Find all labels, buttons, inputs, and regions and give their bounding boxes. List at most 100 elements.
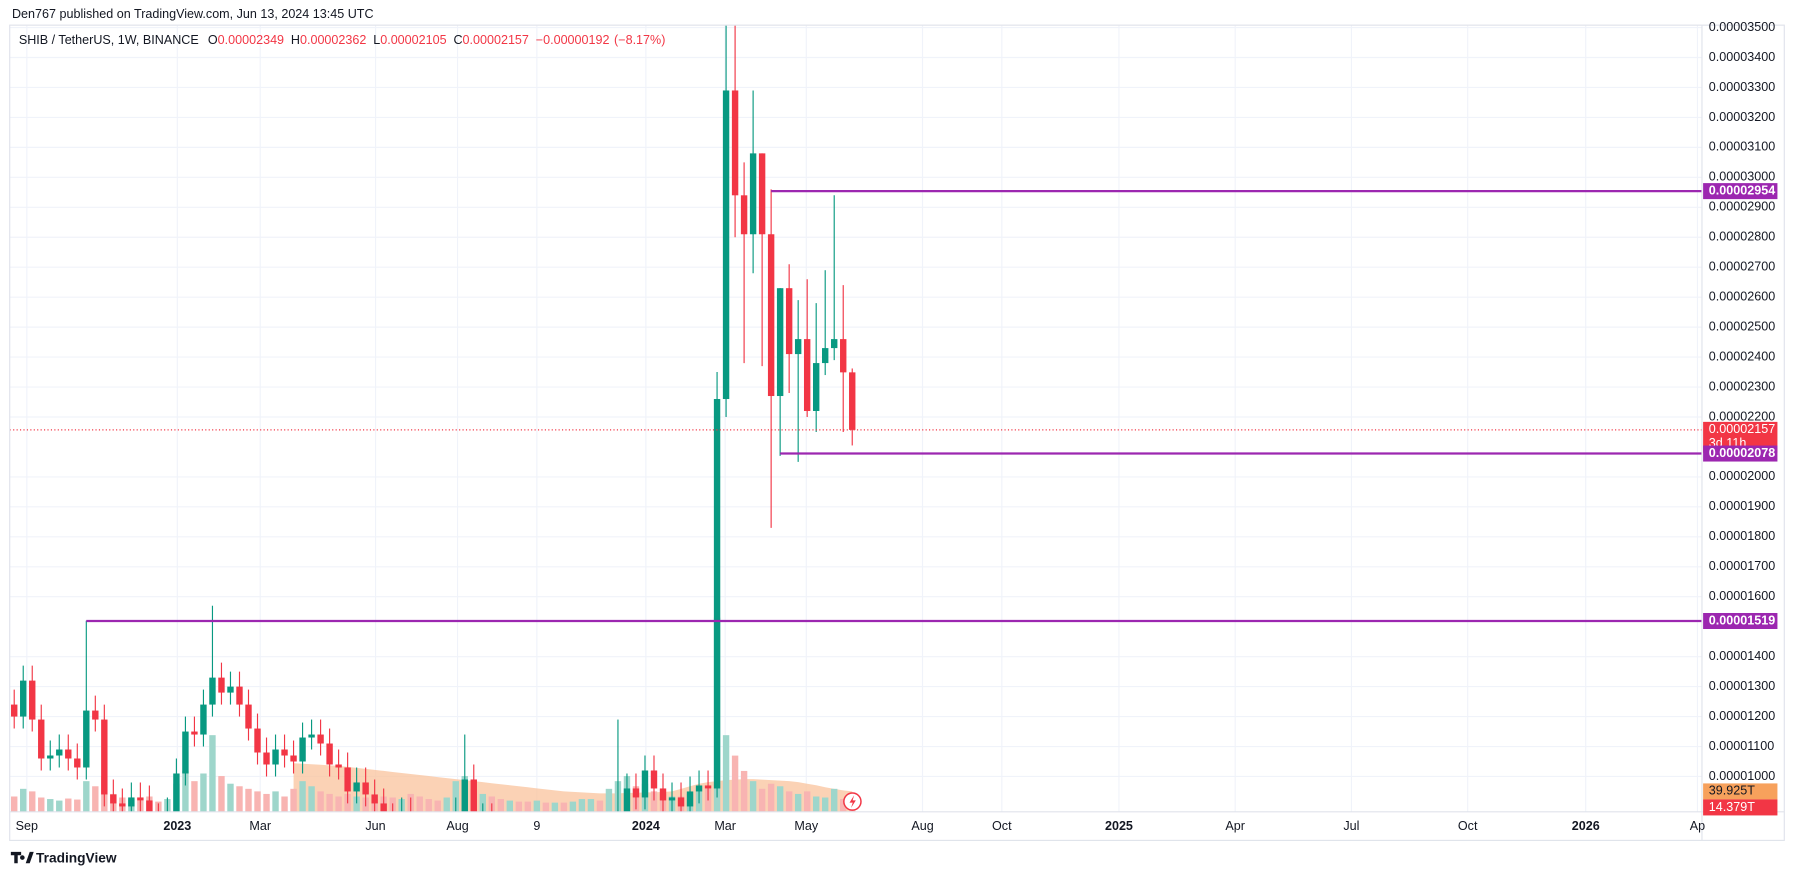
y-tick-label: 0.00002500 [1709,319,1775,333]
volume-bar [263,793,270,812]
candle-body [677,797,685,807]
candle-body [650,770,658,789]
frame [9,24,1785,841]
volume-bar [605,788,613,812]
x-tick-label: May [794,819,818,833]
volume-bar [551,802,559,812]
candle-body [200,704,207,735]
candle-body [380,803,387,812]
volume-bar [533,800,541,812]
level-box [1703,445,1778,462]
y-tick-label: 0.00002600 [1709,289,1775,303]
y-tick-label: 0.00001700 [1709,559,1775,573]
volume-bar [749,781,757,812]
candle-body [776,288,784,397]
candle-body [56,749,63,756]
volume-bar [65,798,72,812]
candle-body [821,348,829,364]
volume-bar [443,797,450,812]
y-tick-label: 0.00002300 [1709,379,1775,393]
x-tick-label: 2024 [632,819,660,833]
volume-bar [578,799,586,812]
y-tick-label: 0.00002200 [1709,409,1775,423]
candle-body [137,797,144,801]
candle-body [263,752,270,765]
volume-bar [831,788,838,812]
candle-body [704,785,712,789]
candle-body [722,90,730,400]
alert-icon [843,792,862,811]
y-tick-label: 0.00003400 [1709,50,1775,64]
volume-bar [290,788,297,812]
y-tick-label: 0.00001300 [1709,679,1775,693]
y-tick-label: 0.00002800 [1709,230,1775,244]
volume-bar [47,799,54,812]
candle-body [740,195,748,235]
candle-body [47,755,54,759]
y-tick-label: 0.00003200 [1709,110,1775,124]
volume-bar [776,786,784,812]
x-tick-label: 2025 [1105,819,1133,833]
y-tick-label: 0.00003500 [1709,20,1775,34]
legend-change: −0.00000192 [536,33,610,47]
volume-bar [803,791,811,812]
candle-body [65,749,72,759]
volume-bar [740,770,748,812]
candle-body [173,773,180,812]
volume-bar [92,786,99,812]
volume-bar [416,796,423,812]
candle-body [686,791,694,807]
volume-bar [542,802,550,812]
volume-bar [506,800,514,812]
candle-body [101,719,108,795]
candle-body [119,803,126,807]
candle-body [281,749,288,756]
x-tick-label: Sep [16,819,38,833]
y-tick-label: 0.00001800 [1709,529,1775,543]
volume-bar [515,801,523,812]
candle-body [849,372,856,430]
candle-body [812,363,820,412]
candle-body [236,686,243,705]
volume-bar [785,791,793,812]
candle-body [632,788,640,798]
volume-bar [245,788,252,812]
volume-bar [74,799,81,812]
y-tick-label: 0.00001000 [1709,769,1775,783]
level-box [1703,183,1778,200]
volume-bar [29,791,36,812]
legend-value: 0.00002157 [463,33,529,47]
candle-body [20,680,27,717]
candle-body [317,734,324,744]
legend: SHIB / TetherUS, 1W, BINANCE O0.00002349 H… [19,33,666,47]
y-tick-label: 0.00002700 [1709,260,1775,274]
volume-bar [794,793,802,812]
candle-body [254,728,261,753]
candle-body [831,339,838,349]
volume-label: 14.379T [1709,800,1755,814]
candle-body [209,677,216,705]
x-tick-label: Oct [1458,819,1478,833]
volume-ma-box [1703,783,1778,800]
volume-bar [767,783,775,812]
candle-body [191,731,198,735]
x-tick-label: Apr [1225,819,1245,833]
legend-prefix: O [208,33,218,47]
candle-body [695,785,703,792]
volume-bar [200,773,207,812]
candle-body [83,710,90,768]
volume-bar [38,797,45,812]
candle-body [128,797,135,807]
volume-bar [596,800,604,812]
y-tick-label: 0.00002000 [1709,469,1775,483]
candle-body [731,90,739,196]
volume-bar [434,800,441,812]
x-tick-label: 9 [533,819,540,833]
legend-prefix: H [291,33,300,47]
volume-bar [497,799,505,812]
volume-bar [308,786,315,812]
candle-body [840,339,847,373]
volume-bar [191,781,198,812]
